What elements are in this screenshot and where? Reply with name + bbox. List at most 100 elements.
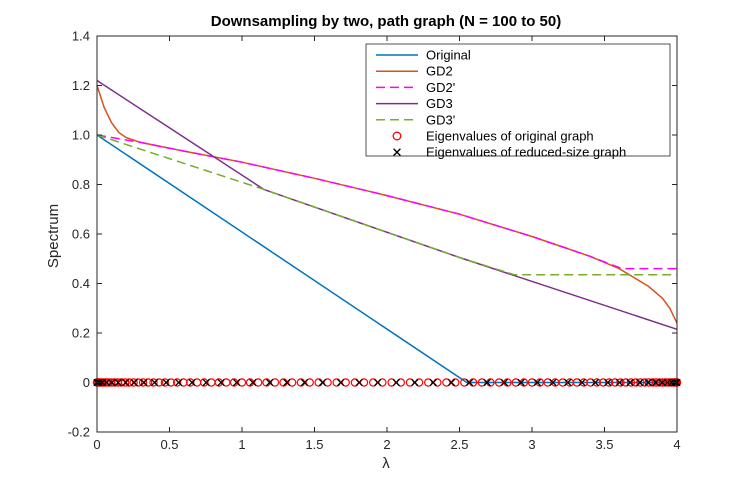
eig-reduced-marker — [233, 378, 241, 387]
eig-reduced-marker — [150, 378, 159, 387]
eig-reduced-marker — [517, 378, 525, 387]
eig-original-marker — [604, 378, 614, 387]
x-axis-label: λ — [382, 455, 390, 472]
legend-label: GD2' — [426, 80, 455, 95]
eig-reduced-marker — [355, 378, 363, 387]
eig-original-marker — [592, 378, 602, 387]
series-line-3 — [96, 79, 678, 331]
eig-original-marker — [511, 378, 520, 387]
y-tick-label: 1.0 — [72, 128, 90, 143]
chart-title: Downsampling by two, path graph (N = 100… — [211, 13, 561, 30]
eig-original-marker — [120, 378, 130, 387]
eig-original-marker — [586, 378, 595, 387]
eig-reduced-marker — [374, 378, 382, 387]
eig-reduced-marker — [188, 378, 196, 387]
x-tick-label: 0.5 — [160, 437, 178, 452]
y-tick-label: 0 — [83, 375, 90, 390]
y-tick-label: 0.6 — [72, 227, 90, 242]
eig-reduced-marker — [604, 378, 612, 387]
eig-original-marker — [129, 378, 138, 387]
y-tick-label: -0.2 — [68, 425, 90, 440]
x-tick-label: 4 — [673, 437, 680, 452]
eig-original-marker — [387, 378, 396, 387]
eig-reduced-marker — [533, 378, 541, 387]
eig-original-marker — [107, 378, 116, 387]
eig-reduced-marker — [102, 378, 111, 387]
eig-original-marker — [305, 378, 314, 387]
eig-reduced-marker — [615, 378, 624, 387]
x-tick-label: 2.5 — [450, 437, 468, 452]
eig-reduced-marker — [140, 378, 148, 387]
eig-original-marker — [237, 378, 247, 387]
series-line-2 — [96, 134, 677, 270]
eig-reduced-marker — [300, 378, 309, 387]
eig-reduced-marker — [108, 378, 116, 387]
eig-reduced-marker — [578, 378, 586, 387]
legend-label: Eigenvalues of original graph — [426, 129, 594, 144]
eig-reduced-marker — [500, 378, 509, 387]
eig-original-marker — [287, 378, 297, 387]
eig-original-marker — [460, 378, 469, 387]
eig-reduced-marker — [564, 378, 572, 387]
eig-original-marker — [229, 378, 239, 387]
x-tick-label: 0 — [93, 437, 100, 452]
eig-original-marker — [172, 378, 182, 387]
eig-original-marker — [527, 378, 537, 387]
legend-swatch — [393, 148, 401, 157]
eig-original-marker — [270, 378, 280, 387]
eig-original-marker — [494, 378, 504, 387]
eig-reduced-marker — [265, 378, 274, 387]
legend-label: Eigenvalues of reduced-size graph — [426, 145, 626, 160]
eig-reduced-marker — [318, 378, 327, 387]
eig-reduced-marker — [549, 378, 557, 387]
eig-original-marker — [254, 378, 263, 387]
eig-reduced-marker — [162, 378, 170, 387]
eig-reduced-marker — [447, 378, 456, 387]
eig-original-marker — [477, 378, 487, 387]
eig-original-marker — [405, 378, 415, 387]
x-tick-label: 2 — [383, 437, 390, 452]
eig-reduced-marker — [483, 378, 491, 387]
x-tick-label: 3 — [528, 437, 535, 452]
eig-reduced-marker — [591, 378, 599, 387]
y-axis-label: Spectrum — [45, 204, 62, 268]
eig-reduced-marker — [626, 378, 634, 387]
y-tick-label: 0.4 — [72, 276, 90, 291]
eig-reduced-marker — [429, 378, 437, 387]
eig-reduced-marker — [130, 378, 138, 387]
x-tick-label: 1 — [238, 437, 245, 452]
legend-label: Original — [426, 48, 471, 63]
eig-original-marker — [616, 378, 625, 387]
eig-original-marker — [160, 378, 170, 387]
eig-original-marker — [378, 378, 387, 387]
eig-original-marker — [442, 378, 451, 387]
eig-reduced-marker — [175, 378, 183, 387]
y-tick-label: 0.8 — [72, 177, 90, 192]
eig-reduced-marker — [644, 378, 652, 387]
eig-original-marker — [149, 378, 158, 387]
eig-reduced-marker — [249, 378, 257, 387]
eig-original-marker — [359, 378, 369, 387]
eig-original-marker — [341, 378, 350, 387]
eig-original-marker — [598, 378, 608, 387]
eig-reduced-marker — [636, 378, 644, 387]
eig-original-marker — [166, 378, 176, 387]
eig-reduced-marker — [411, 378, 419, 387]
eig-reduced-marker — [217, 378, 225, 387]
eig-original-marker — [636, 378, 645, 387]
x-tick-label: 3.5 — [595, 437, 613, 452]
eig-original-marker — [323, 378, 332, 387]
series-line-4 — [96, 134, 677, 276]
eig-reduced-marker — [122, 378, 130, 387]
eig-reduced-marker — [202, 378, 210, 387]
y-tick-label: 0.2 — [72, 326, 90, 341]
eig-original-marker — [626, 378, 636, 387]
eig-original-marker — [138, 378, 148, 387]
eig-reduced-marker — [337, 378, 345, 387]
legend-box — [365, 43, 671, 157]
eig-reduced-marker — [652, 378, 660, 387]
eig-reduced-marker — [465, 378, 474, 387]
eig-reduced-marker — [114, 378, 122, 387]
